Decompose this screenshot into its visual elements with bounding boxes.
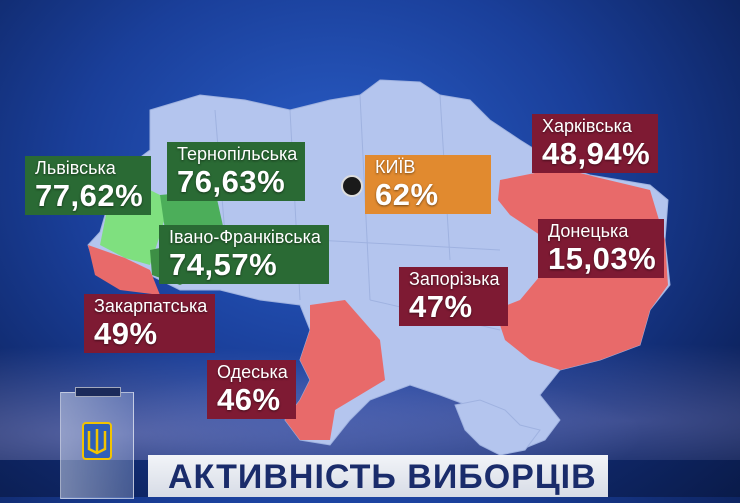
region-turnout: 49% <box>94 316 158 351</box>
label-lviv: Львівська 77,62% <box>25 156 152 215</box>
region-name: Запорізька <box>409 269 500 289</box>
label-odesa: Одеська 46% <box>207 360 296 419</box>
region-name: КИЇВ <box>375 157 416 177</box>
region-name: Закарпатська <box>94 296 208 316</box>
region-turnout: 48,94% <box>542 136 651 171</box>
trident-icon <box>82 422 112 460</box>
label-zakarpattia: Закарпатська 49% <box>84 294 216 353</box>
region-name: Одеська <box>217 362 288 382</box>
region-turnout: 15,03% <box>548 241 657 276</box>
label-kyiv: КИЇВ 62% <box>365 155 491 214</box>
label-ternopil: Тернопільська 76,63% <box>167 142 306 201</box>
region-turnout: 62% <box>375 177 439 212</box>
region-name: Харківська <box>542 116 632 136</box>
label-kharkiv: Харківська 48,94% <box>532 114 659 173</box>
ternopil-region-fill <box>160 190 225 235</box>
ballot-box-icon <box>60 387 134 499</box>
region-name: Тернопільська <box>177 144 298 164</box>
region-turnout: 46% <box>217 382 281 417</box>
region-name: Донецька <box>548 221 629 241</box>
odesa-region-fill <box>285 300 385 440</box>
zakarpattia-region-fill <box>88 245 160 295</box>
label-zaporizhzhia: Запорізька 47% <box>399 267 508 326</box>
page-title: АКТИВНІСТЬ ВИБОРЦІВ <box>148 455 608 497</box>
crimea-region <box>454 399 541 456</box>
region-turnout: 74,57% <box>169 247 278 282</box>
label-ivano-frankivsk: Івано-Франківська 74,57% <box>159 225 329 284</box>
label-donetsk: Донецька 15,03% <box>538 219 665 278</box>
region-name: Львівська <box>35 158 116 178</box>
region-turnout: 77,62% <box>35 178 144 213</box>
ballot-slot <box>75 387 121 397</box>
region-name: Івано-Франківська <box>169 227 321 247</box>
region-turnout: 76,63% <box>177 164 286 199</box>
kyiv-marker-icon <box>341 175 363 197</box>
region-turnout: 47% <box>409 289 473 324</box>
